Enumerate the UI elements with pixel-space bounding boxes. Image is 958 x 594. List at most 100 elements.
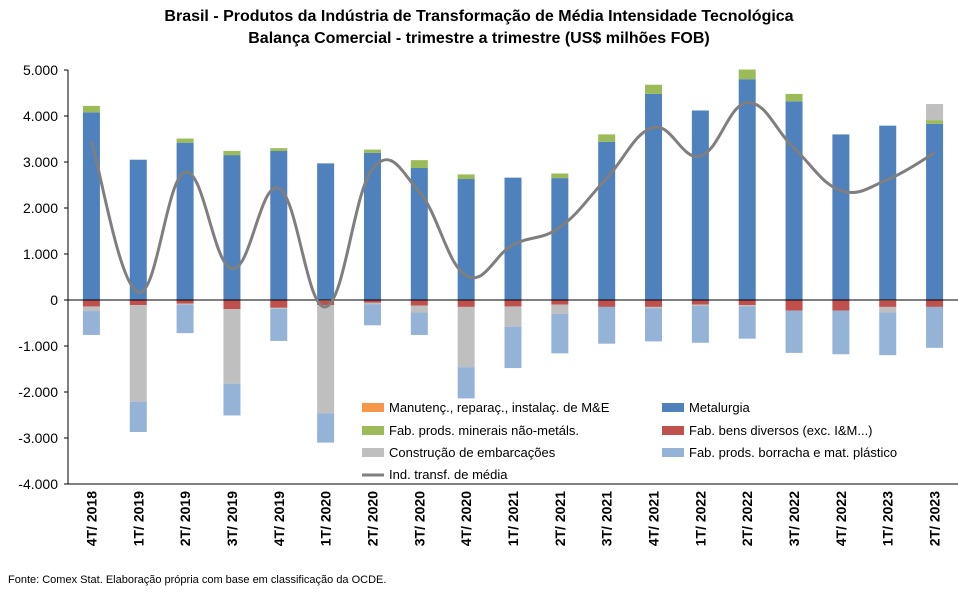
y-tick-label: -4.000 (18, 476, 58, 492)
legend: Manutenç., reparaç., instalaç. de M&E Met… (362, 400, 897, 482)
bar-segment (457, 174, 475, 180)
bar-segment (926, 104, 944, 121)
legend-label: Fab. prods. borracha e mat. plástico (689, 445, 897, 460)
bar-segment (645, 308, 663, 342)
bar-segment (176, 138, 194, 143)
y-tick-label: -2.000 (18, 384, 58, 400)
bar-segment (551, 300, 569, 305)
bars-layer (82, 69, 944, 443)
bar-segment (598, 134, 616, 142)
bar-segment (176, 304, 194, 334)
legend-swatch (662, 426, 684, 435)
bar-segment (410, 300, 428, 306)
bar-segment (785, 101, 803, 300)
bar-segment (551, 304, 569, 314)
bar-segment (363, 152, 381, 300)
bar-segment (223, 300, 241, 310)
legend-swatch (362, 403, 384, 412)
bar-segment (645, 306, 663, 309)
bar-segment (410, 305, 428, 313)
bar-segment (363, 302, 381, 305)
bar-segment (738, 300, 756, 306)
bar-segment (363, 300, 381, 303)
bar-segment (82, 112, 100, 300)
bar-segment (82, 300, 100, 307)
x-tick-label: 2T/ 2023 (927, 491, 943, 546)
legend-swatch (662, 403, 684, 412)
legend-swatch (662, 448, 684, 457)
bar-segment (598, 141, 616, 300)
bar-segment (457, 179, 475, 300)
bar-segment (223, 150, 241, 156)
bar-segment (738, 79, 756, 300)
y-axis: 5.000 4.000 3.000 2.000 1.000 0 -1.000 -2.000 -3… (18, 62, 69, 492)
bar-segment (457, 306, 475, 368)
series-line (89, 101, 936, 309)
legend-label: Manutenç., reparaç., instalaç. de M&E (389, 400, 610, 415)
legend-label: Ind. transf. de média (389, 467, 508, 482)
bar-segment (551, 178, 569, 300)
bar-segment (551, 173, 569, 179)
bar-segment (223, 383, 241, 416)
y-tick-label: 0 (50, 292, 58, 308)
x-tick-label: 2T/ 2021 (552, 491, 568, 546)
x-tick-label: 1T/ 2021 (505, 491, 521, 546)
legend-swatch (362, 426, 384, 435)
bar-segment (129, 159, 147, 300)
y-tick-label: -1.000 (18, 338, 58, 354)
bar-segment (691, 304, 709, 306)
bar-segment (82, 105, 100, 113)
bar-segment (926, 123, 944, 300)
bar-segment (457, 300, 475, 307)
bar-segment (504, 177, 522, 300)
bar-segment (879, 306, 897, 313)
x-tick-label: 3T/ 2019 (224, 491, 240, 546)
line-layer (89, 101, 936, 309)
bar-segment (82, 311, 100, 335)
x-axis: 4T/ 2018 1T/ 2019 2T/ 2019 3T/ 2019 4T/ 2019… (68, 483, 958, 546)
y-tick-label: 2.000 (23, 200, 58, 216)
bar-segment (691, 305, 709, 343)
bar-segment (785, 310, 803, 353)
legend-swatch (362, 448, 384, 457)
bar-segment (738, 69, 756, 80)
bar-segment (645, 93, 663, 300)
bar-segment (926, 120, 944, 124)
bar-segment (645, 84, 663, 94)
bar-segment (363, 304, 381, 326)
bar-segment (270, 148, 288, 151)
bar-segment (270, 307, 288, 309)
bar-segment (738, 305, 756, 307)
x-tick-label: 2T/ 2022 (739, 491, 755, 546)
bar-segment (926, 300, 944, 307)
bar-segment (457, 367, 475, 399)
bar-segment (270, 308, 288, 341)
y-tick-label: -3.000 (18, 430, 58, 446)
x-tick-label: 4T/ 2022 (833, 491, 849, 546)
bar-segment (82, 306, 100, 312)
bar-segment (129, 401, 147, 433)
bar-segment (785, 300, 803, 311)
chart-title-line2: Balança Comercial - trimestre a trimestr… (248, 30, 710, 47)
bar-segment (598, 300, 616, 307)
x-tick-label: 2T/ 2019 (177, 491, 193, 546)
bar-segment (176, 303, 194, 305)
bar-segment (317, 305, 335, 414)
bar-segment (879, 300, 897, 307)
bar-segment (551, 313, 569, 354)
bar-segment (270, 300, 288, 308)
bar-segment (832, 310, 850, 355)
x-tick-label: 2T/ 2020 (364, 491, 380, 546)
bar-segment (176, 300, 194, 304)
x-tick-label: 1T/ 2019 (130, 491, 146, 546)
bar-segment (691, 110, 709, 300)
bar-segment (832, 134, 850, 300)
bar-segment (832, 300, 850, 311)
source-note: Fonte: Comex Stat. Elaboração própria co… (8, 574, 387, 586)
bar-segment (129, 305, 147, 402)
bar-segment (879, 125, 897, 300)
chart-title: Brasil - Produtos da Indústria de Transf… (0, 6, 958, 50)
bar-segment (645, 300, 663, 307)
bar-segment (176, 142, 194, 300)
